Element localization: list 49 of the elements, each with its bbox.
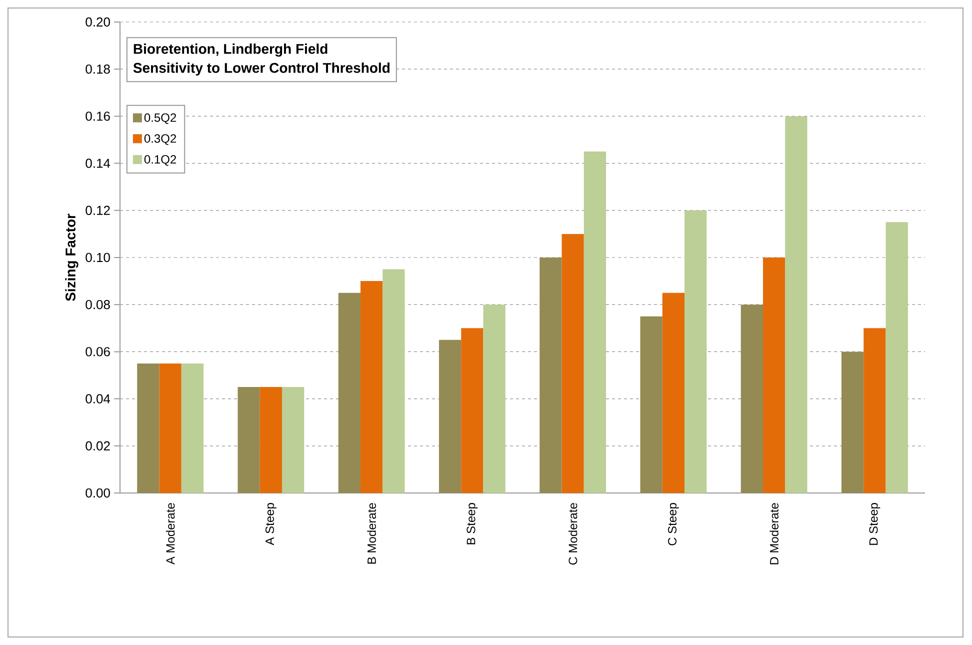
y-tick-label: 0.20 bbox=[86, 17, 110, 27]
y-tick-label: 0.06 bbox=[86, 347, 110, 356]
bar bbox=[181, 363, 204, 493]
x-tick-label: D Moderate bbox=[770, 503, 778, 564]
x-tick-label: A Steep bbox=[266, 503, 276, 546]
bar bbox=[584, 152, 606, 493]
bar bbox=[640, 316, 662, 493]
y-tick-label: 0.08 bbox=[86, 300, 110, 310]
bar bbox=[540, 257, 562, 493]
bar bbox=[864, 328, 886, 493]
x-tick-label: D Steep bbox=[869, 503, 880, 545]
bar bbox=[159, 363, 182, 493]
bar bbox=[238, 387, 260, 493]
legend-label: 0.3Q2 bbox=[144, 134, 176, 145]
y-tick-label: 0.14 bbox=[86, 158, 110, 168]
y-tick-label: 0.04 bbox=[86, 394, 110, 404]
bar bbox=[762, 257, 786, 493]
legend-label: 0.1Q2 bbox=[144, 155, 176, 166]
bar bbox=[137, 363, 160, 493]
bar bbox=[438, 340, 462, 493]
bar bbox=[662, 292, 685, 493]
bar bbox=[260, 387, 282, 493]
bar bbox=[841, 352, 864, 493]
x-tick-label: C Steep bbox=[668, 503, 679, 546]
y-axis-title: Sizing Factor bbox=[65, 214, 78, 302]
x-tick-label: A Moderate bbox=[166, 503, 175, 565]
bar bbox=[338, 292, 360, 493]
bar bbox=[562, 234, 584, 493]
bar bbox=[282, 387, 304, 493]
bar bbox=[740, 304, 763, 493]
bar bbox=[382, 269, 405, 493]
legend-label: 0.5Q2 bbox=[144, 113, 176, 124]
x-tick-label: B Moderate bbox=[367, 503, 376, 564]
bar bbox=[483, 304, 506, 493]
y-tick-label: 0.02 bbox=[86, 441, 110, 450]
bar bbox=[785, 116, 808, 493]
y-tick-label: 0.12 bbox=[86, 206, 110, 215]
y-tick-label: 0.10 bbox=[86, 252, 110, 262]
text: Bioretention, Lindbergh Field bbox=[134, 44, 328, 57]
x-tick-label: C Moderate bbox=[568, 503, 578, 565]
bar bbox=[461, 328, 484, 493]
text: Sensitivity to Lower Control Threshold bbox=[133, 62, 390, 76]
y-tick-label: 0.16 bbox=[86, 112, 110, 121]
y-tick-label: 0.00 bbox=[86, 488, 110, 498]
bar bbox=[886, 222, 908, 493]
bar bbox=[684, 210, 707, 493]
bar bbox=[360, 281, 383, 493]
y-tick-label: 0.18 bbox=[86, 64, 110, 74]
x-tick-label: B Steep bbox=[466, 503, 478, 544]
